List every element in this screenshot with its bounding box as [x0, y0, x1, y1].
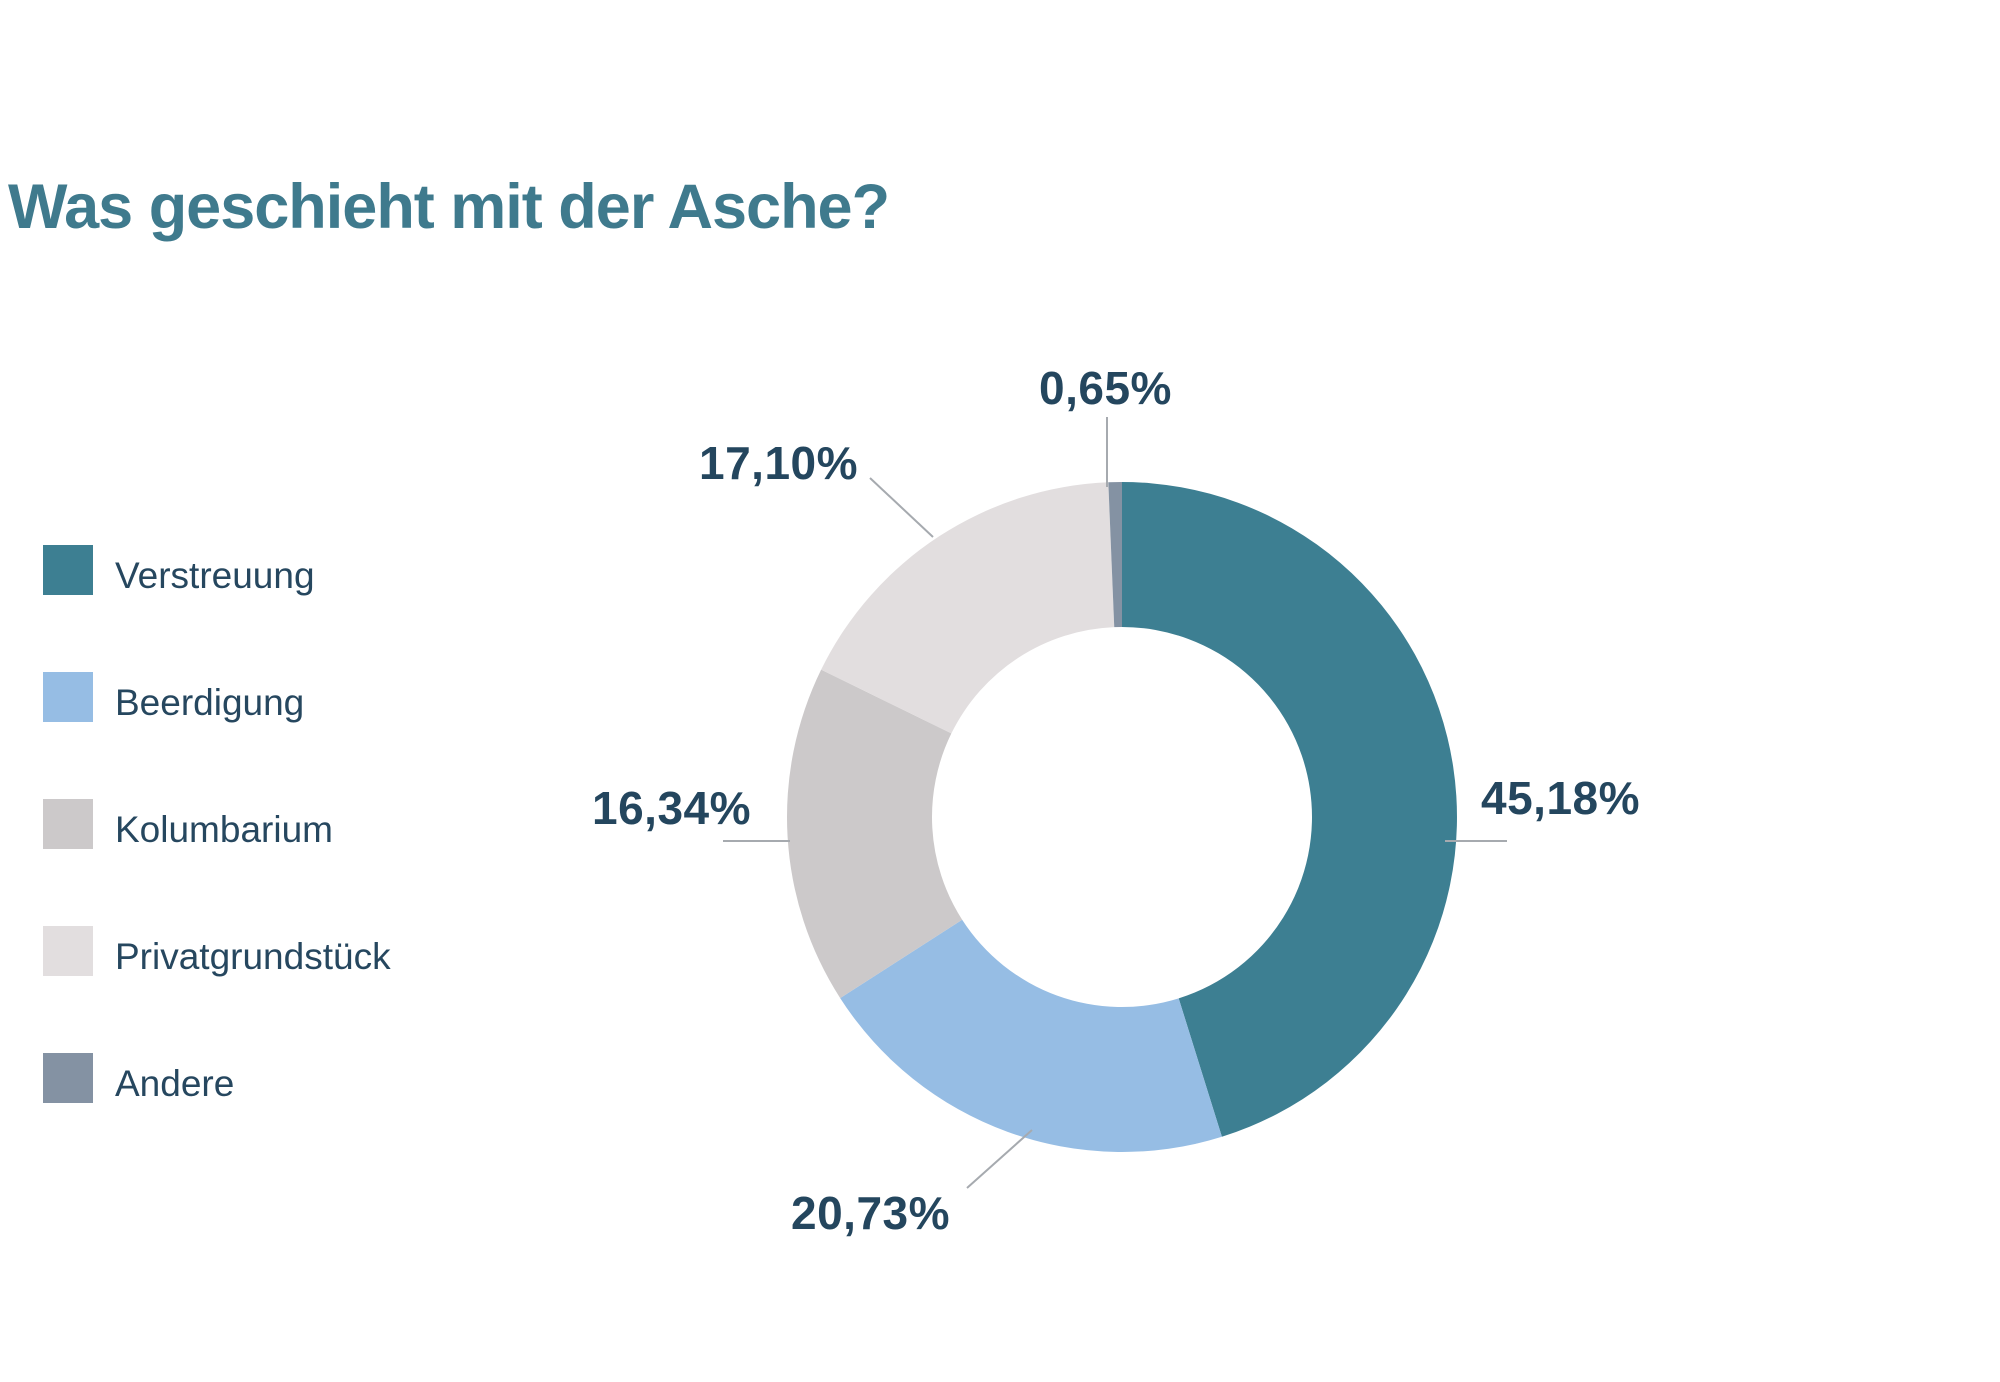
legend-label: Verstreuung — [115, 554, 315, 596]
legend-swatch-kolumbarium — [43, 799, 93, 849]
slice-value-andere: 0,65% — [1039, 362, 1172, 414]
legend-item-kolumbarium: Kolumbarium — [43, 799, 391, 849]
legend-item-verstreuung: Verstreuung — [43, 545, 391, 595]
legend-swatch-beerdigung — [43, 672, 93, 722]
slice-value-privatgrundstueck: 17,10% — [699, 437, 859, 489]
legend-label: Privatgrundstück — [115, 935, 391, 977]
slice-value-kolumbarium: 16,34% — [592, 782, 752, 834]
legend-swatch-privatgrundstueck — [43, 926, 93, 976]
legend-label: Andere — [115, 1062, 235, 1104]
legend-item-privatgrundstueck: Privatgrundstück — [43, 926, 391, 976]
page-title: Was geschieht mit der Asche? — [8, 172, 890, 242]
legend-swatch-andere — [43, 1053, 93, 1103]
legend: Verstreuung Beerdigung Kolumbarium Priva… — [43, 545, 391, 1180]
legend-swatch-verstreuung — [43, 545, 93, 595]
donut-slice-andere — [1108, 482, 1122, 628]
slice-value-beerdigung: 20,73% — [791, 1187, 951, 1239]
donut-slice-kolumbarium — [786, 669, 963, 999]
legend-item-andere: Andere — [43, 1053, 391, 1103]
donut-slice-beerdigung — [840, 919, 1222, 1152]
donut-chart — [786, 482, 1457, 1152]
legend-label: Kolumbarium — [115, 808, 333, 850]
donut-slice-privatgrundstck — [821, 482, 1115, 734]
slice-value-verstreuung: 45,18% — [1481, 772, 1641, 824]
legend-label: Beerdigung — [115, 681, 305, 723]
legend-item-beerdigung: Beerdigung — [43, 672, 391, 722]
donut-slice-verstreuung — [1122, 482, 1457, 1137]
